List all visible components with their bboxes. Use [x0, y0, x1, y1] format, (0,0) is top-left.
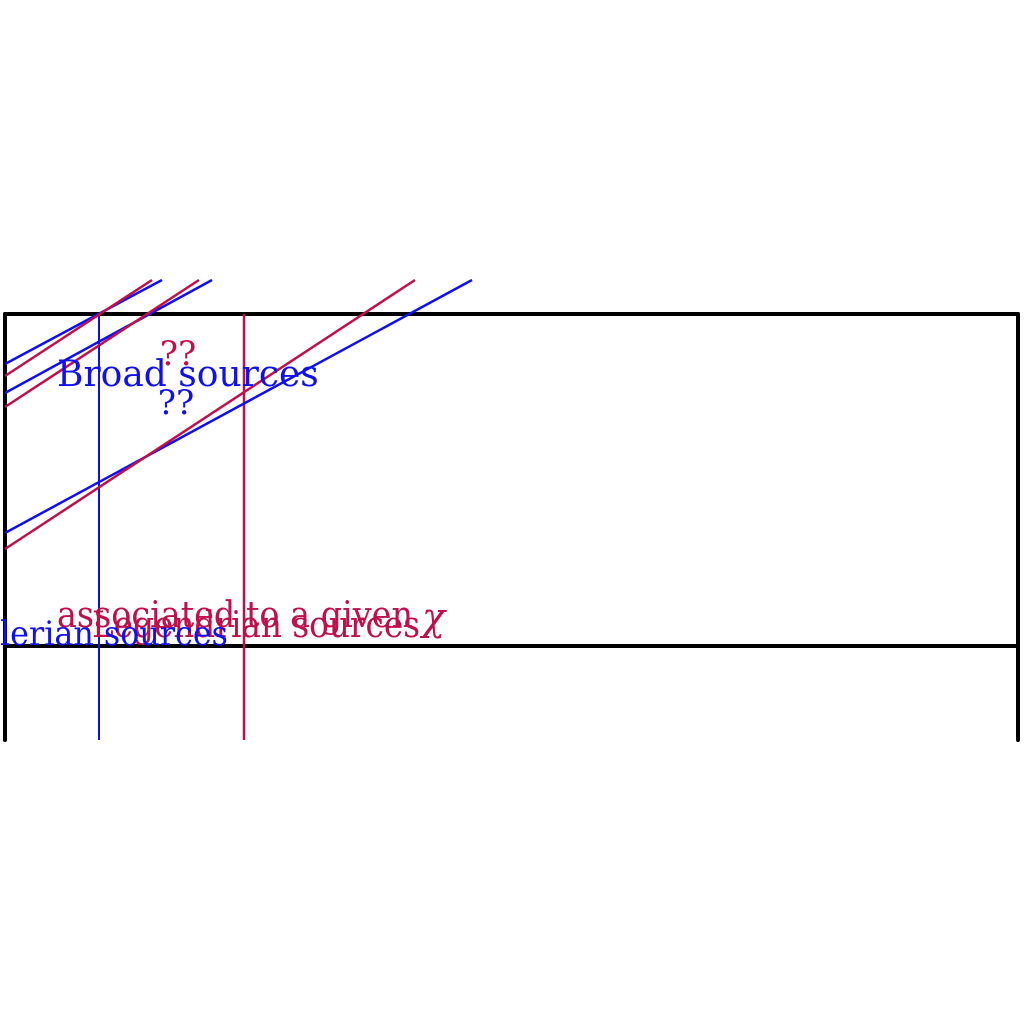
crimson-diagonal-1: [4, 278, 153, 378]
broad-sources-label: Broad sources: [57, 354, 319, 395]
crimson-diagonal-2: [4, 278, 200, 409]
blue-bottom-label: lerian sources: [0, 614, 228, 654]
unknown-label-crimson: ??: [160, 334, 196, 374]
crimson-diagonal-3: [4, 278, 416, 551]
associated-label: associated to a given: [57, 595, 413, 636]
blue-diagonal-2: [4, 278, 213, 395]
chi-symbol: χ: [419, 595, 447, 639]
blue-diagonal-1: [4, 278, 163, 366]
frame: [3, 312, 1020, 742]
legendrian-sources-label-crimson: Legendrian sources: [92, 605, 420, 646]
blue-diagonal-3: [4, 278, 473, 535]
unknown-label-blue: ??: [158, 383, 194, 423]
diagonal-lines: [4, 278, 473, 551]
